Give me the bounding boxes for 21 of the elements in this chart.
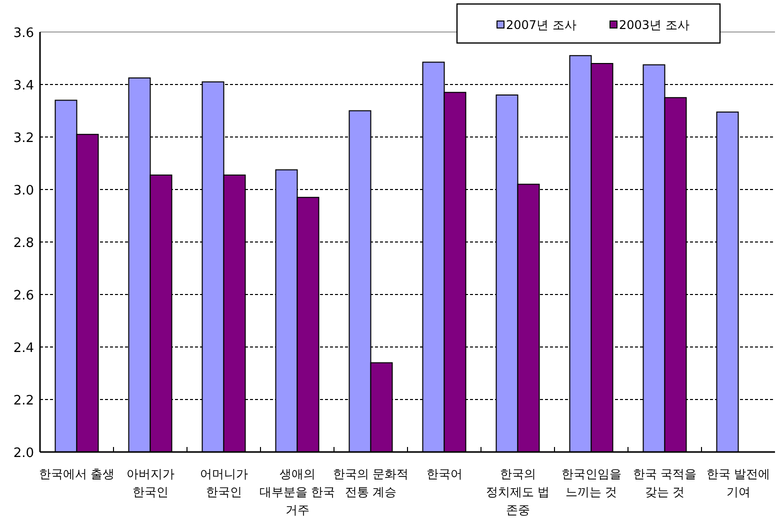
y-tick-label: 3.4 [13,78,34,94]
legend-label: 2003년 조사 [619,18,690,32]
x-tick-label: 한국에서 출생 [38,467,115,481]
y-tick-label: 3.2 [13,131,34,146]
x-tick-label: 한국 국적을 갖는 것 [632,467,697,499]
x-tick-label: 한국인임을 느끼는 것 [561,467,622,499]
y-tick-label: 2.8 [13,236,34,251]
x-tick-label: 한국 발전에 기여 [706,467,770,499]
x-tick-label: 어머니가 한국인 [200,467,248,499]
y-tick-label: 3.6 [13,26,34,41]
x-tick-label: 한국어 [426,467,462,481]
y-tick-label: 2.4 [13,341,34,356]
x-tick-label: 한국의 정치제도 법 존중 [486,467,550,517]
legend-label: 2007년 조사 [506,18,576,32]
y-tick-label: 2.0 [13,446,34,461]
y-tick-label: 2.2 [13,394,34,408]
x-tick-label: 아버지가 한국인 [126,467,174,499]
y-tick-label: 2.6 [13,288,34,304]
x-tick-label: 생애의 대부분을 한국 거주 [259,467,336,517]
x-tick-label: 한국의 문화적 전통 계승 [332,467,409,499]
y-tick-label: 3.0 [13,184,34,198]
